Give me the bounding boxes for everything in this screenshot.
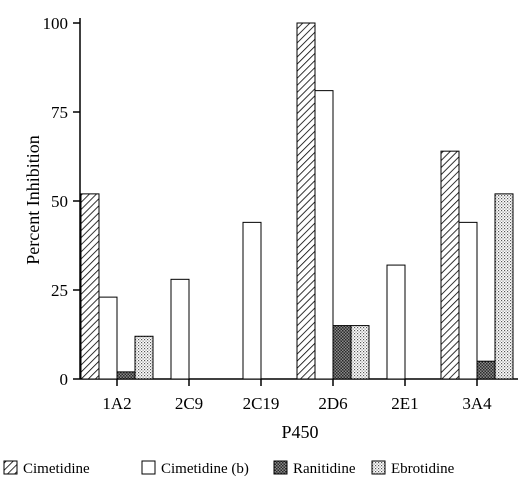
x-axis-ticks: 1A2 2C9 2C19 2D6 2E1 3A4 bbox=[102, 379, 492, 413]
bar-ebrotidine-3a4 bbox=[494, 193, 514, 380]
x-tick-label-2c9: 2C9 bbox=[175, 394, 203, 413]
legend-label-0: Cimetidine bbox=[23, 461, 90, 477]
y-axis-title: Percent Inhibition bbox=[23, 135, 43, 264]
bar-cimetidine-b-2d6 bbox=[314, 90, 334, 380]
bar-cimetidine-3a4 bbox=[440, 150, 460, 380]
legend-swatch-1 bbox=[141, 460, 156, 475]
bar-cimetidine-2d6 bbox=[296, 22, 316, 380]
bar-series-group bbox=[80, 22, 514, 380]
x-tick-label-3a4: 3A4 bbox=[462, 394, 492, 413]
bar-ranitidine-1a2 bbox=[116, 371, 136, 380]
x-tick-label-2c19: 2C19 bbox=[243, 394, 280, 413]
bar-cimetidine-b-2e1 bbox=[386, 264, 406, 380]
legend-swatch-3 bbox=[371, 460, 386, 475]
legend-swatch-0 bbox=[3, 460, 18, 475]
legend-label-1: Cimetidine (b) bbox=[161, 461, 249, 477]
y-tick-label: 50 bbox=[51, 192, 68, 211]
y-tick-label: 75 bbox=[51, 103, 68, 122]
bar-ranitidine-3a4 bbox=[476, 360, 496, 380]
bar-cimetidine-b-2c19 bbox=[242, 221, 262, 380]
y-axis-ticks: 0 25 50 75 100 bbox=[43, 14, 80, 389]
legend-label-3: Ebrotidine bbox=[391, 461, 455, 477]
x-tick-label-2e1: 2E1 bbox=[391, 394, 418, 413]
x-tick-label-1a2: 1A2 bbox=[102, 394, 131, 413]
y-tick-label: 25 bbox=[51, 281, 68, 300]
bar-cimetidine-b-3a4 bbox=[458, 221, 478, 380]
legend: Cimetidine Cimetidine (b) Ranitidine Ebroti… bbox=[3, 460, 455, 477]
x-axis-title: P450 bbox=[281, 422, 318, 442]
y-tick-label: 0 bbox=[60, 370, 69, 389]
bar-cimetidine-b-2c9 bbox=[170, 278, 190, 380]
x-tick-label-2d6: 2D6 bbox=[318, 394, 347, 413]
bar-ebrotidine-2d6 bbox=[350, 325, 370, 380]
legend-swatch-2 bbox=[273, 460, 288, 475]
bar-ebrotidine-1a2 bbox=[134, 335, 154, 380]
bar-cimetidine-1a2 bbox=[80, 193, 100, 380]
legend-label-2: Ranitidine bbox=[293, 461, 356, 477]
bar-cimetidine-b-1a2 bbox=[98, 296, 118, 380]
y-tick-label: 100 bbox=[43, 14, 69, 33]
bar-ranitidine-2d6 bbox=[332, 325, 352, 380]
